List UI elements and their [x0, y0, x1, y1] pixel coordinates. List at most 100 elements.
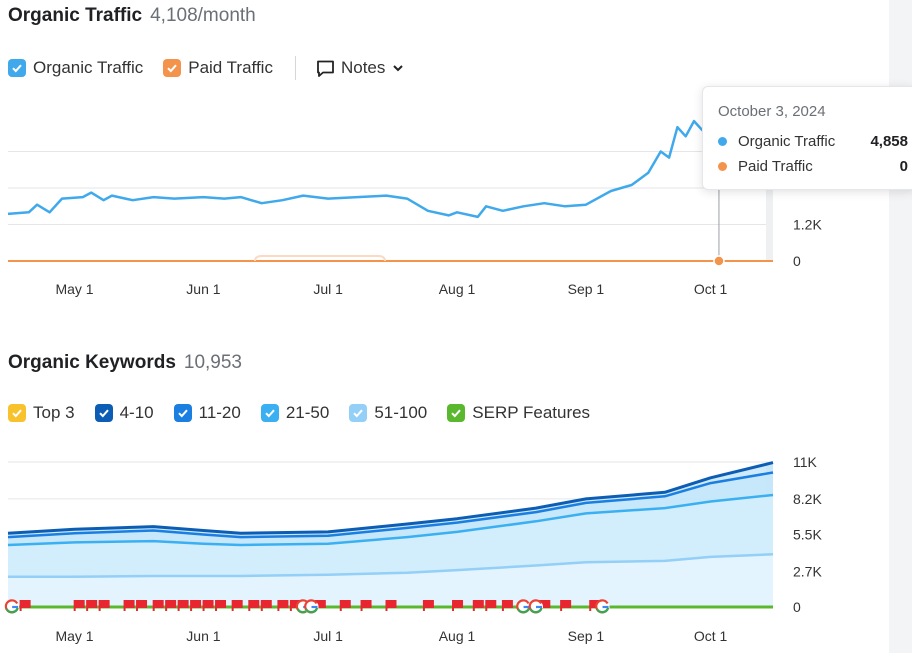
flag-icon — [539, 600, 551, 611]
keywords-x-tick-label: May 1 — [55, 628, 93, 644]
keywords-x-tick-label: Aug 1 — [439, 628, 476, 644]
google-icon — [304, 599, 319, 614]
organic-keywords-title: Organic Keywords 10,953 — [8, 352, 242, 374]
keywords-x-tick-label: Jun 1 — [186, 628, 220, 644]
keywords-legend: Top 3 4-10 11-20 21-50 51-100 SERP Featu… — [8, 403, 610, 423]
flag-icon — [485, 600, 497, 611]
flag-icon — [360, 600, 372, 611]
legend-top-3-label: Top 3 — [33, 403, 75, 422]
check-icon[interactable] — [447, 404, 466, 422]
keywords-y-tick-label: 11K — [793, 454, 818, 470]
legend-organic-traffic-label: Organic Traffic — [33, 58, 144, 77]
flag-icon — [385, 600, 397, 611]
flag-icon — [123, 600, 135, 611]
traffic-x-tick-label: Jun 1 — [186, 281, 220, 297]
flag-icon — [248, 600, 260, 611]
legend-4-10[interactable]: 4-10 — [94, 403, 154, 423]
traffic-x-tick-label: Aug 1 — [439, 281, 476, 297]
organic-traffic-line — [7, 112, 720, 219]
legend-organic-traffic[interactable]: Organic Traffic — [8, 58, 143, 78]
organic-traffic-value: 4,108/month — [150, 5, 256, 26]
organic-keywords-chart[interactable]: 11K 8.2K 5.5K 2.7K 0 May 1 Jun 1 Jul 1 Aug 1 Sep … — [0, 0, 889, 653]
organic-keywords-value: 10,953 — [183, 352, 243, 373]
legend-4-10-label: 4-10 — [119, 403, 154, 422]
flag-icon — [86, 600, 98, 611]
tooltip-row-paid: Paid Traffic 0 — [718, 158, 908, 175]
series-4-10-line — [7, 461, 774, 535]
legend-paid-traffic-label: Paid Traffic — [188, 58, 273, 77]
tooltip-date: October 3, 2024 — [718, 103, 826, 120]
check-icon[interactable] — [163, 59, 182, 77]
flag-icon — [314, 600, 326, 611]
traffic-x-tick-label: Jul 1 — [313, 281, 343, 297]
series-51-100-line — [8, 553, 774, 578]
legend-paid-traffic[interactable]: Paid Traffic — [163, 58, 273, 78]
check-icon[interactable] — [349, 404, 368, 422]
check-icon[interactable] — [173, 404, 192, 422]
legend-top-3[interactable]: Top 3 — [8, 403, 75, 423]
organic-dot-icon — [718, 137, 727, 146]
keywords-y-tick-label: 8.2K — [793, 491, 822, 507]
traffic-tooltip: October 3, 2024 Organic Traffic 4,858 Pa… — [702, 86, 912, 190]
google-icon — [595, 599, 610, 614]
keywords-y-tick-label: 0 — [793, 599, 801, 615]
flag-icon — [190, 600, 202, 611]
legend-21-50-label: 21-50 — [285, 403, 330, 422]
chevron-down-icon — [393, 65, 404, 72]
flag-icon — [231, 600, 243, 611]
keywords-y-tick-label: 2.7K — [793, 563, 822, 579]
legend-serp-features[interactable]: SERP Features — [447, 403, 590, 423]
flag-icon — [501, 600, 513, 611]
keywords-x-tick-label: Sep 1 — [568, 628, 605, 644]
flag-icon — [177, 600, 189, 611]
legend-51-100[interactable]: 51-100 — [349, 403, 427, 423]
series-11-20-line — [7, 471, 774, 539]
flag-icon — [215, 600, 227, 611]
paid-hover-point — [713, 255, 725, 267]
flag-icon — [165, 600, 177, 611]
notes-label: Notes — [340, 58, 386, 77]
traffic-legend: Organic Traffic Paid Traffic Notes — [8, 56, 405, 80]
paid-traffic-note-range — [254, 255, 386, 262]
keywords-x-tick-label: Jul 1 — [313, 628, 343, 644]
tooltip-organic-label: Organic Traffic — [738, 133, 836, 150]
organic-traffic-title: Organic Traffic 4,108/month — [8, 5, 256, 27]
check-icon[interactable] — [8, 59, 26, 77]
organic-traffic-title-label: Organic Traffic — [8, 5, 143, 26]
flag-icon — [452, 600, 464, 611]
google-icon — [4, 599, 20, 614]
series-51-100-area — [8, 554, 773, 607]
tooltip-row-organic: Organic Traffic 4,858 — [718, 133, 908, 150]
check-icon[interactable] — [8, 404, 26, 422]
flag-icon — [202, 600, 214, 611]
google-icon — [528, 599, 544, 614]
flag-icon — [152, 600, 164, 611]
flag-icon — [260, 600, 272, 611]
notes-dropdown[interactable]: Notes — [316, 58, 405, 78]
legend-21-50[interactable]: 21-50 — [260, 403, 330, 423]
flag-icon — [73, 600, 85, 611]
keywords-x-tick-label: Oct 1 — [694, 628, 728, 644]
tooltip-paid-value: 0 — [899, 158, 908, 175]
traffic-y-tick-label: 1.2K — [793, 217, 822, 233]
comment-icon — [317, 60, 334, 77]
flag-icon — [277, 600, 289, 611]
legend-51-100-label: 51-100 — [374, 403, 428, 422]
flag-icon — [422, 600, 434, 611]
series-21-50-line — [7, 493, 774, 547]
legend-11-20[interactable]: 11-20 — [173, 403, 241, 423]
legend-11-20-label: 11-20 — [198, 403, 241, 422]
keywords-y-tick-label: 5.5K — [793, 527, 822, 543]
flag-icon — [339, 600, 351, 611]
organic-keywords-title-label: Organic Keywords — [8, 352, 176, 373]
flag-icon — [560, 600, 572, 611]
check-icon[interactable] — [94, 404, 113, 422]
check-icon[interactable] — [260, 404, 279, 422]
traffic-x-tick-label: Oct 1 — [694, 281, 728, 297]
flag-icon — [98, 600, 110, 611]
legend-divider — [294, 56, 296, 80]
tooltip-organic-value: 4,858 — [870, 133, 908, 150]
flag-icon — [19, 600, 31, 611]
flag-icon — [136, 600, 148, 611]
traffic-x-tick-label: May 1 — [55, 281, 93, 297]
